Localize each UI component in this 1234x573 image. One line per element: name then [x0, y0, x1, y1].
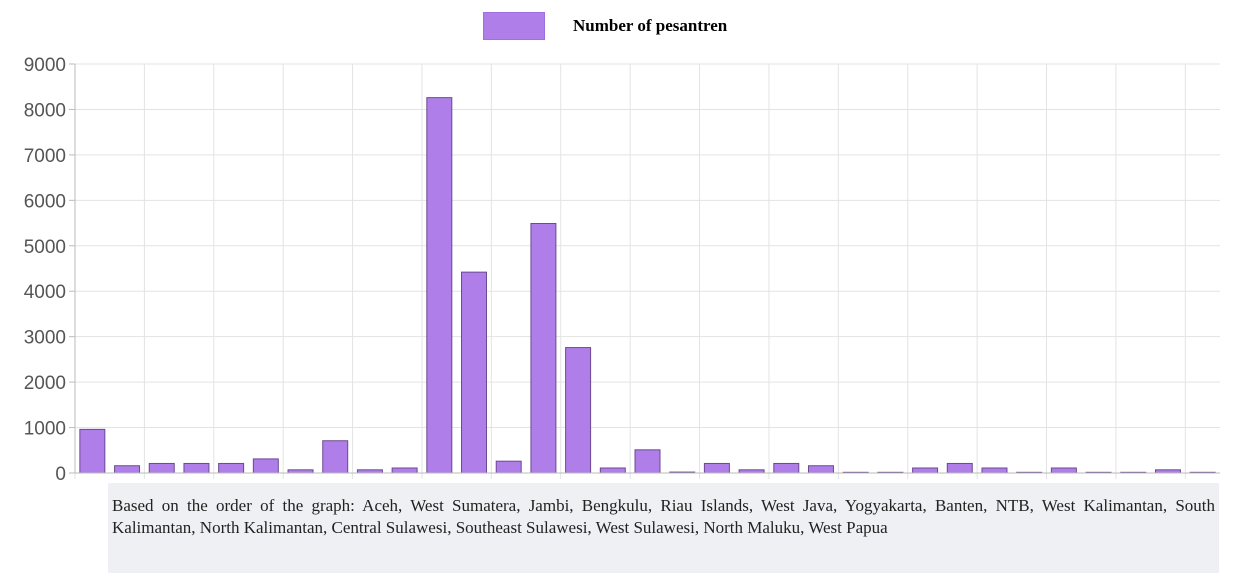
- y-tick-label: 2000: [24, 373, 66, 394]
- bar: [912, 467, 939, 474]
- bar: [634, 449, 661, 474]
- y-tick-label: 6000: [24, 191, 66, 212]
- y-axis-ticks: 0 1000 2000 3000 4000 5000 6000 7000 8000 9000: [24, 55, 75, 483]
- bar: [599, 467, 626, 474]
- y-tick-label: 5000: [24, 237, 66, 258]
- bar: [426, 97, 453, 474]
- y-tick-label: 3000: [24, 328, 66, 349]
- y-tick-label: 1000: [24, 419, 66, 440]
- bar: [703, 462, 730, 474]
- bar: [807, 465, 834, 474]
- bar: [565, 347, 592, 474]
- bar: [218, 462, 245, 474]
- figure-caption: Based on the order of the graph: Aceh, W…: [108, 483, 1219, 573]
- chart-axes: [74, 64, 1220, 474]
- bar: [322, 440, 349, 474]
- bar: [1050, 467, 1077, 474]
- y-tick-label: 0: [55, 464, 66, 483]
- bar: [495, 460, 522, 474]
- bar: [114, 465, 141, 474]
- bar: [148, 462, 175, 474]
- bar: [981, 467, 1008, 474]
- bar: [252, 458, 279, 474]
- bar: [183, 462, 210, 474]
- bar: [461, 271, 488, 474]
- legend-label: Number of pesantren: [573, 16, 728, 35]
- bar: [530, 223, 557, 474]
- y-tick-label: 7000: [24, 146, 66, 167]
- bar: [391, 467, 418, 474]
- bar-chart: 0 1000 2000 3000 4000 5000 6000 7000 8000 9000: [24, 55, 1220, 483]
- chart-legend: Number of pesantren: [483, 10, 727, 42]
- bar: [773, 462, 800, 474]
- bar: [79, 428, 106, 474]
- legend-swatch: [483, 12, 545, 40]
- y-tick-label: 9000: [24, 55, 66, 76]
- chart-bars: [79, 97, 1216, 474]
- bar: [946, 462, 973, 474]
- y-tick-label: 8000: [24, 100, 66, 121]
- chart-grid: [74, 63, 1220, 479]
- y-tick-label: 4000: [24, 282, 66, 303]
